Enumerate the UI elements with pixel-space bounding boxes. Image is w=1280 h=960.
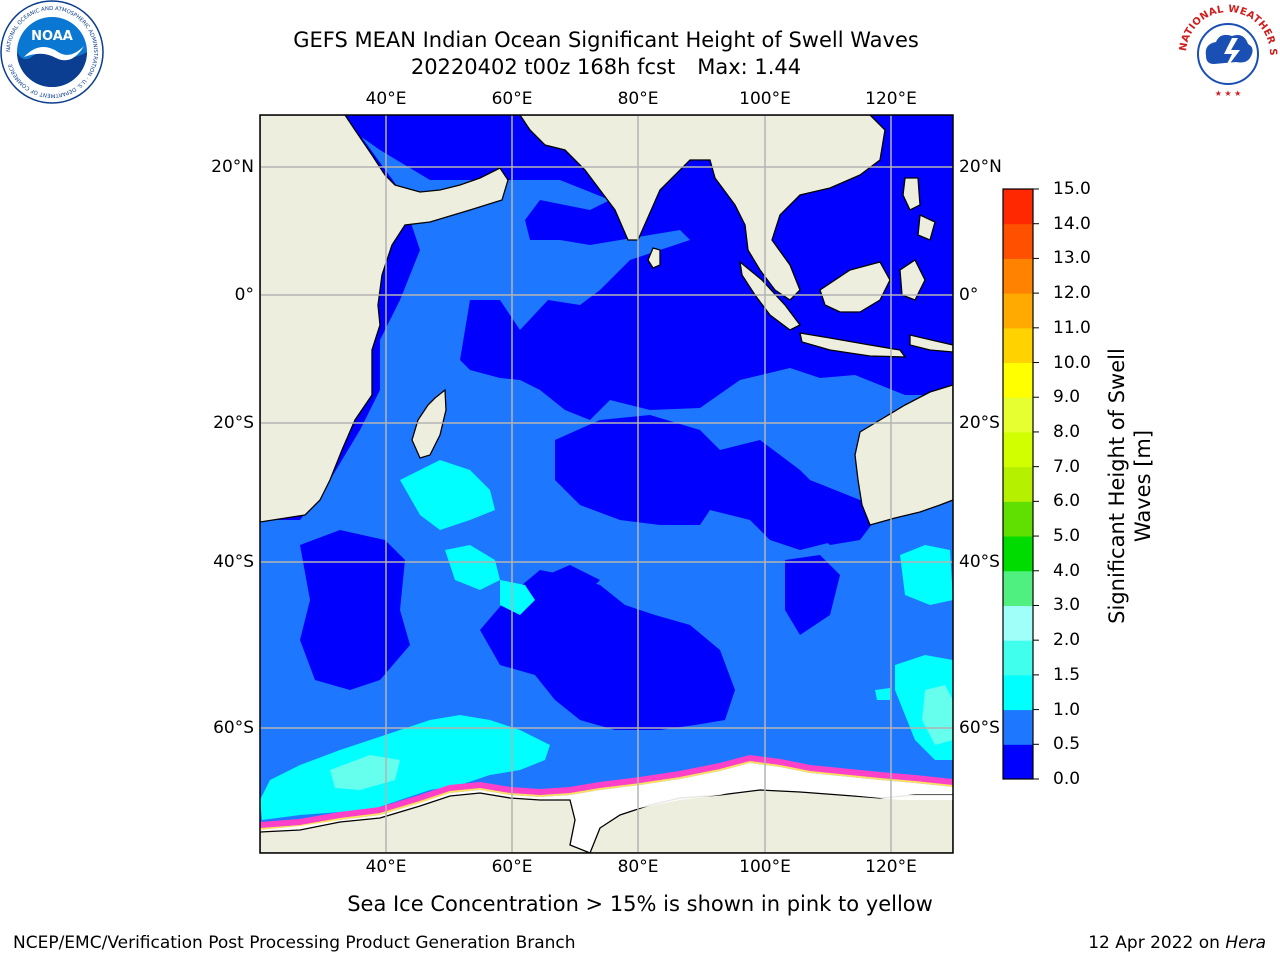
colorbar-bin-0.5-1 bbox=[1003, 709, 1033, 745]
colorbar-label: 7.0 bbox=[1053, 456, 1081, 477]
footer-date-text: 12 Apr 2022 on bbox=[1088, 933, 1226, 953]
colorbar-bin-7-8 bbox=[1003, 431, 1033, 468]
lat-tick-left-0: 0° bbox=[234, 285, 254, 305]
colorbar-label: 14.0 bbox=[1053, 213, 1091, 234]
forecast-run: 20220402 t00z 168h fcst bbox=[410, 55, 676, 79]
nws-logo: NATIONAL WEATHER SERVICE ★ ★ ★ bbox=[1176, 4, 1278, 99]
colorbar-title: Significant Height of Swell Waves [m] bbox=[1104, 326, 1156, 646]
lon-tick-top-100e: 100°E bbox=[739, 89, 791, 109]
noaa-wordmark: NOAA bbox=[31, 29, 73, 44]
colorbar-label: 9.0 bbox=[1053, 387, 1081, 408]
colorbar-label: 12.0 bbox=[1053, 283, 1091, 304]
lat-tick-right-0: 0° bbox=[959, 285, 979, 305]
colorbar-bin-4-5 bbox=[1003, 536, 1033, 572]
lon-tick-bottom-40e: 40°E bbox=[365, 857, 407, 877]
colorbar-bin-10-11 bbox=[1003, 327, 1033, 364]
colorbar-label: 8.0 bbox=[1053, 421, 1081, 442]
graticule bbox=[260, 115, 953, 853]
colorbar-frame bbox=[1002, 188, 1034, 780]
colorbar-bin-5-6 bbox=[1003, 501, 1033, 537]
colorbar-label: 5.0 bbox=[1053, 526, 1081, 547]
lon-tick-top-40e: 40°E bbox=[365, 89, 407, 109]
colorbar-label: 0.5 bbox=[1053, 734, 1081, 755]
lat-tick-right-20n: 20°N bbox=[959, 157, 1002, 177]
colorbar-label: 2.0 bbox=[1053, 630, 1081, 651]
lon-tick-top-60e: 60°E bbox=[491, 89, 533, 109]
max-value: Max: 1.44 bbox=[697, 55, 802, 79]
colorbar-label: 10.0 bbox=[1053, 352, 1091, 373]
lat-tick-left-20s: 20°S bbox=[213, 413, 254, 433]
sea-ice-caption: Sea Ice Concentration > 15% is shown in … bbox=[347, 892, 933, 916]
lat-tick-left-20n: 20°N bbox=[211, 157, 254, 177]
colorbar-bin-13-14 bbox=[1003, 223, 1033, 259]
colorbar-label: 11.0 bbox=[1053, 317, 1091, 338]
sea-ice-edge bbox=[260, 754, 953, 853]
colorbar-label: 15.0 bbox=[1053, 179, 1091, 199]
lon-tick-top-80e: 80°E bbox=[617, 89, 659, 109]
land-masses bbox=[260, 115, 953, 853]
lat-tick-right-20s: 20°S bbox=[959, 413, 1000, 433]
colorbar-label: 1.5 bbox=[1053, 664, 1081, 685]
svg-text:★ ★ ★: ★ ★ ★ bbox=[1215, 89, 1242, 98]
colorbar-label: 4.0 bbox=[1053, 560, 1081, 581]
lat-tick-right-60s: 60°S bbox=[959, 718, 1000, 738]
colorbar-label: 13.0 bbox=[1053, 248, 1091, 269]
colorbar-bin-3-4 bbox=[1003, 570, 1033, 606]
colorbar bbox=[1003, 188, 1039, 780]
colorbar-bin-2-3 bbox=[1003, 605, 1033, 641]
footer-date: 12 Apr 2022 on Hera bbox=[1088, 933, 1266, 953]
colorbar-bin-8-9 bbox=[1003, 397, 1033, 433]
colorbar-title-line-1: Significant Height of Swell bbox=[1105, 348, 1129, 624]
lon-tick-bottom-100e: 100°E bbox=[739, 857, 791, 877]
colorbar-bin-11-12 bbox=[1003, 293, 1033, 329]
map-title: GEFS MEAN Indian Ocean Significant Heigh… bbox=[0, 27, 1212, 81]
colorbar-label: 3.0 bbox=[1053, 595, 1081, 616]
lat-tick-left-60s: 60°S bbox=[213, 718, 254, 738]
colorbar-label: 6.0 bbox=[1053, 491, 1081, 512]
swell-1.0-1.5m-region bbox=[260, 460, 953, 820]
colorbar-bin-1.5-2 bbox=[1003, 640, 1033, 676]
lon-tick-bottom-120e: 120°E bbox=[865, 857, 917, 877]
lon-tick-bottom-80e: 80°E bbox=[617, 857, 659, 877]
colorbar-bin-0-0.5 bbox=[1003, 744, 1033, 780]
colorbar-label: 1.0 bbox=[1053, 699, 1081, 720]
map-frame bbox=[259, 114, 954, 854]
lat-tick-right-40s: 40°S bbox=[959, 552, 1000, 572]
title-line-2: 20220402 t00z 168h fcst Max: 1.44 bbox=[0, 54, 1212, 81]
colorbar-bin-1-1.5 bbox=[1003, 674, 1033, 711]
lat-tick-left-40s: 40°S bbox=[213, 552, 254, 572]
colorbar-bin-14-15 bbox=[1003, 189, 1033, 225]
lon-tick-top-120e: 120°E bbox=[865, 89, 917, 109]
footer-branch: NCEP/EMC/Verification Post Processing Pr… bbox=[13, 933, 576, 953]
colorbar-bin-6-7 bbox=[1003, 466, 1033, 502]
colorbar-title-line-2: Waves [m] bbox=[1131, 429, 1155, 543]
title-line-1: GEFS MEAN Indian Ocean Significant Heigh… bbox=[293, 28, 919, 52]
noaa-logo: NATIONAL OCEANIC AND ATMOSPHERIC ADMINIS… bbox=[0, 0, 104, 104]
footer-machine: Hera bbox=[1225, 933, 1266, 953]
lon-tick-bottom-60e: 60°E bbox=[491, 857, 533, 877]
colorbar-bin-12-13 bbox=[1003, 258, 1033, 294]
swell-1.5-2.0m-patch bbox=[330, 685, 953, 790]
colorbar-label: 0.0 bbox=[1053, 769, 1081, 789]
colorbar-bin-9-10 bbox=[1003, 362, 1033, 398]
